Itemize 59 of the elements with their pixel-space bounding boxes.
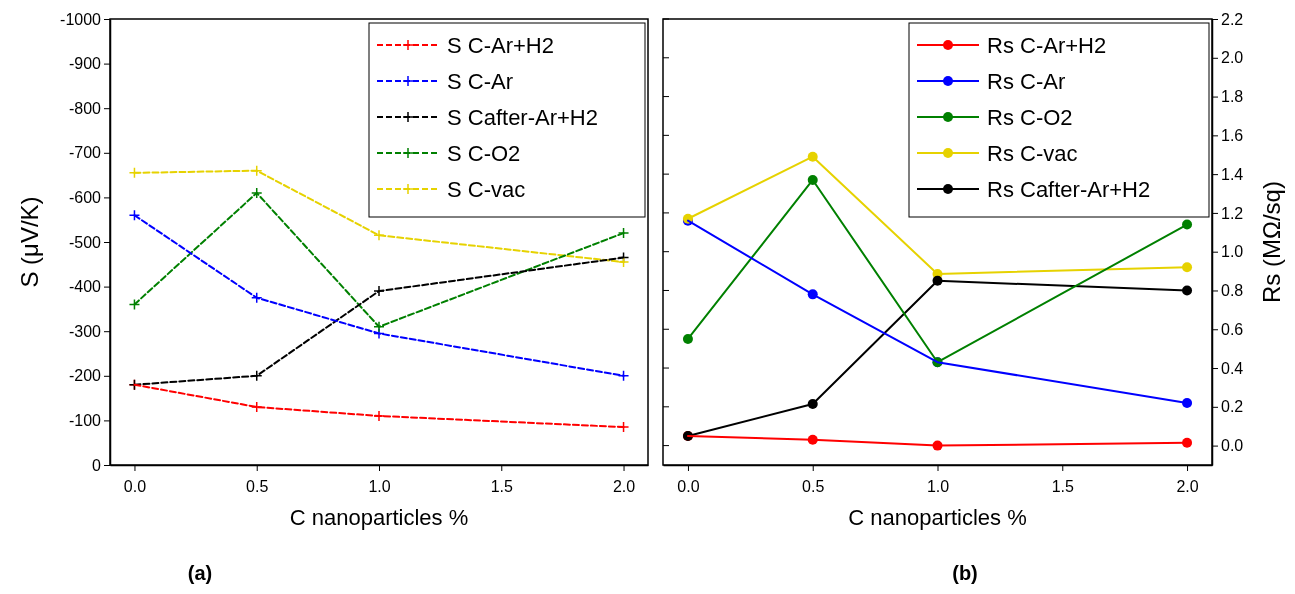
y2-axis-title: Rs (MΩ/sq) — [1258, 181, 1285, 303]
y-tick-label: -300 — [68, 322, 102, 340]
x-axis-title: C nanoparticles % — [848, 505, 1027, 530]
legend-label: S C-Ar+H2 — [447, 33, 554, 58]
y-tick-label: -600 — [68, 189, 102, 207]
legend-label: Rs C-O2 — [987, 105, 1073, 130]
y2-tick-label: 1.2 — [1221, 204, 1244, 222]
y2-tick-label: 0.2 — [1221, 398, 1244, 416]
legend-label: S C-Ar — [447, 69, 513, 94]
x-axis-title: C nanoparticles % — [289, 505, 469, 530]
point — [617, 370, 630, 382]
legend-label: S C-vac — [447, 177, 526, 202]
y-tick-label: -200 — [68, 367, 102, 385]
x-tick-label: 2.0 — [1176, 477, 1199, 495]
point — [128, 209, 141, 221]
x-tick-label: 1.5 — [490, 477, 513, 495]
y2-tick-label: 1.8 — [1221, 88, 1244, 106]
y-axis-title: S (μV/K) — [16, 196, 43, 288]
legend-label: Rs Cafter-Ar+H2 — [987, 177, 1151, 202]
point — [128, 298, 141, 311]
point — [373, 410, 385, 422]
x-tick-label: 0.5 — [802, 477, 825, 495]
x-tick-label: 2.0 — [612, 477, 636, 495]
y-tick-label: -100 — [68, 412, 102, 430]
point — [617, 256, 630, 268]
point — [373, 285, 385, 297]
point — [617, 227, 630, 239]
legend-label: Rs C-vac — [987, 141, 1078, 166]
y-tick-label: -900 — [68, 55, 102, 73]
y2-tick-label: 0.0 — [1221, 437, 1244, 455]
y2-tick-label: 0.8 — [1221, 282, 1244, 300]
text: (b) — [952, 562, 978, 584]
point — [250, 292, 263, 304]
point — [250, 187, 263, 199]
y2-tick-label: 0.6 — [1221, 320, 1244, 338]
text: (a) — [187, 562, 213, 584]
legend-label: S Cafter-Ar+H2 — [447, 105, 598, 130]
y2-tick-label: 1.0 — [1221, 243, 1244, 261]
y2-tick-label: 0.4 — [1221, 359, 1244, 377]
y-tick-label: -700 — [68, 144, 102, 162]
y-tick-label: -800 — [68, 99, 102, 117]
y2-tick-label: 1.4 — [1221, 165, 1244, 183]
legend-label: Rs C-Ar — [987, 69, 1066, 94]
x-tick-label: 0.0 — [123, 477, 147, 495]
y-tick-label: 0 — [92, 456, 102, 474]
y2-tick-label: 2.0 — [1221, 49, 1244, 67]
y-tick-label: -400 — [68, 278, 102, 296]
x-tick-label: 0.0 — [677, 477, 700, 495]
x-tick-label: 1.0 — [368, 477, 391, 495]
legend-label: Rs C-Ar+H2 — [987, 33, 1107, 58]
y-tick-label: -1000 — [60, 10, 102, 28]
x-tick-label: 1.0 — [926, 477, 950, 495]
x-tick-label: 0.5 — [246, 477, 269, 495]
legend-label: S C-O2 — [447, 141, 521, 166]
point — [373, 320, 385, 333]
y2-tick-label: 1.6 — [1221, 126, 1244, 144]
x-tick-label: 1.5 — [1051, 477, 1074, 495]
y2-tick-label: 2.2 — [1221, 10, 1244, 28]
y-tick-label: -500 — [68, 233, 102, 251]
